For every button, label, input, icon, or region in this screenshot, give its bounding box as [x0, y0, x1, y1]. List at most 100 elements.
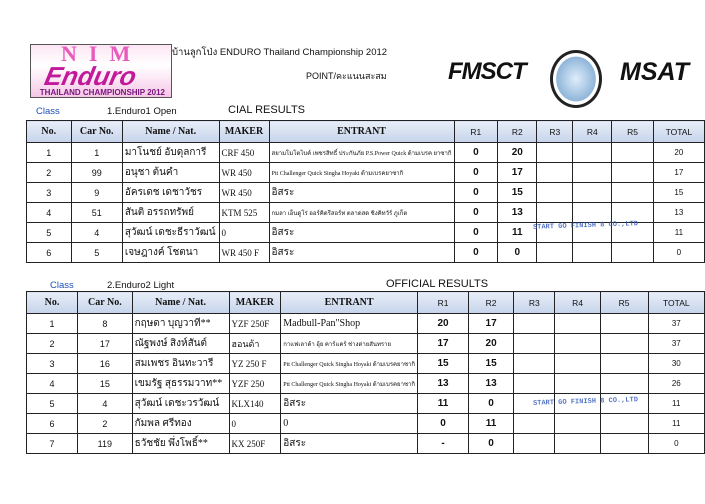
cell-maker: 0 [228, 413, 282, 434]
cell-name-nat-: กัมพล ศรีทอง [131, 413, 230, 434]
cell-no-: 2 [25, 333, 79, 354]
cell-no-: 6 [26, 242, 72, 263]
cell-name-nat-: สุวัฒน์ เดชะวรวัฒน์ [131, 393, 230, 414]
cell-car-no-: 1 [70, 142, 123, 163]
logo-subtitle: THAILAND CHAMPIONSHIP 2012 [39, 88, 165, 97]
cell-total: 11 [652, 222, 705, 243]
cell-r2: 0 [467, 393, 515, 414]
class-label: Class [50, 280, 74, 291]
cell-r1: 15 [417, 353, 469, 374]
cell-entrant: อิสระ [280, 433, 419, 454]
column-header: MAKER [218, 120, 270, 143]
cell-r4 [554, 413, 601, 434]
table-row: 5 4 สุวัฒน์ เดชะวรวัฒน์ KLX140 อิสระ 11 0 11 [25, 393, 705, 414]
cell-car-no-: 99 [70, 162, 123, 183]
cell-r3 [513, 413, 556, 434]
cell-r2: 17 [467, 313, 515, 334]
column-header: R5 [599, 291, 649, 314]
cell-maker: ฮอนด้า [228, 333, 282, 354]
cell-r2: 11 [467, 413, 515, 434]
logo-nim: NIM [61, 44, 143, 66]
cell-r1: 17 [417, 333, 469, 354]
cell-car-no-: 17 [77, 333, 133, 354]
cell-r3 [536, 182, 574, 203]
results-table: No. Car No. Name / Nat. MAKER ENTRANT R1 R2 R3 R… [26, 120, 705, 263]
table-row: 2 99 อนุชา ต้นคำ WR 450 Ptt Challenger Quick… [26, 162, 705, 183]
table-row: 3 9 อัครเดช เดชาวัชร WR 450 อิสระ 0 15 15 [26, 182, 705, 203]
results-title: OFFICIAL RESULTS [386, 278, 489, 290]
table-row: 6 2 กัมพล ศรีทอง 0 0 0 11 11 [25, 413, 705, 434]
table-row: 3 16 สมเพชร อินทะวารี YZ 250 F Ptt Challenge… [25, 353, 705, 374]
cell-no-: 2 [26, 162, 72, 183]
table-row: 5 4 สุวัฒน์ เดชะธีราวัฒน์ 0 อิสระ 0 11 11 [26, 222, 705, 243]
cell-entrant: Ptt Challenger Quick Singha Hoyaki ด้ามเ… [280, 373, 419, 394]
cell-car-no-: 2 [77, 413, 133, 434]
cell-r4 [572, 202, 613, 223]
cell-r1: 0 [417, 413, 469, 434]
cell-total: 26 [647, 373, 705, 394]
enduro-logo: NIM Enduro THAILAND CHAMPIONSHIP 2012 [30, 44, 172, 98]
column-header: R5 [611, 120, 654, 143]
cell-r5 [611, 162, 654, 183]
cell-r5 [611, 182, 654, 203]
cell-r1: 11 [417, 393, 469, 414]
cell-r3 [513, 353, 556, 374]
cell-r1: 0 [453, 162, 499, 183]
column-header: TOTAL [647, 291, 705, 314]
cell-maker: WR 450 F [218, 242, 270, 263]
column-header: R1 [417, 291, 469, 314]
column-header: ENTRANT [268, 120, 455, 143]
cell-entrant: Ptt Challenger Quick Singha Hoyaki ด้ามเ… [280, 353, 419, 374]
cell-r4 [572, 162, 613, 183]
cell-maker: KX 250F [228, 433, 282, 454]
cell-r2: 13 [467, 373, 515, 394]
cell-no-: 4 [25, 373, 79, 394]
fmsct-logo: FMSCT [448, 58, 527, 85]
cell-r2: 20 [497, 142, 538, 163]
cell-car-no-: 51 [70, 202, 123, 223]
cell-r5 [611, 142, 654, 163]
cell-r3 [536, 162, 574, 183]
cell-r2: 0 [497, 242, 538, 263]
cell-r4 [572, 142, 613, 163]
cell-r4 [572, 182, 613, 203]
column-header: Car No. [77, 291, 133, 314]
cell-name-nat-: มาโนชย์ อับดุลการี [121, 142, 220, 163]
column-header: R1 [453, 120, 499, 143]
table-row: 6 5 เจษฎางค์ โชตนา WR 450 F อิสระ 0 0 0 [26, 242, 705, 263]
cell-r4 [554, 333, 601, 354]
cell-no-: 7 [25, 433, 79, 454]
results-title: CIAL RESULTS [228, 104, 306, 116]
club-seal-logo [550, 50, 602, 108]
column-header: R3 [536, 120, 574, 143]
cell-maker: YZ 250 F [228, 353, 282, 374]
column-header: No. [26, 120, 72, 143]
cell-r2: 15 [467, 353, 515, 374]
cell-car-no-: 4 [77, 393, 133, 414]
cell-r1: 13 [417, 373, 469, 394]
results-table: No. Car No. Name / Nat. MAKER ENTRANT R1 R2 R3 R… [25, 291, 705, 454]
column-header: Name / Nat. [121, 120, 220, 143]
cell-total: 30 [647, 353, 705, 374]
cell-entrant: กาแฟเลาต้า อุ้ย คาร์แคร์ ช่างต่ายสันทราย [280, 333, 419, 354]
cell-car-no-: 4 [70, 222, 123, 243]
column-header: ENTRANT [280, 291, 419, 314]
cell-maker: YZF 250 [228, 373, 282, 394]
cell-total: 37 [647, 333, 705, 354]
cell-no-: 3 [25, 353, 79, 374]
cell-maker: WR 450 [218, 162, 270, 183]
cell-r1: 20 [417, 313, 469, 334]
cell-r1: 0 [453, 142, 499, 163]
cell-r2: 13 [497, 202, 538, 223]
cell-entrant: สยามโมโตไบค์ เพชรสิทธิ์ ประกันภัย P.S.Po… [268, 142, 455, 163]
document-subtitle: POINT/คะแนนสะสม [306, 71, 387, 81]
cell-total: 37 [647, 313, 705, 334]
cell-maker: YZF 250F [228, 313, 282, 334]
cell-r4 [554, 353, 601, 374]
column-header: R4 [554, 291, 601, 314]
cell-name-nat-: กฤษดา บุญวาที** [131, 313, 230, 334]
cell-r4 [554, 433, 601, 454]
cell-r3 [536, 202, 574, 223]
cell-r3 [513, 433, 556, 454]
cell-car-no-: 8 [77, 313, 133, 334]
